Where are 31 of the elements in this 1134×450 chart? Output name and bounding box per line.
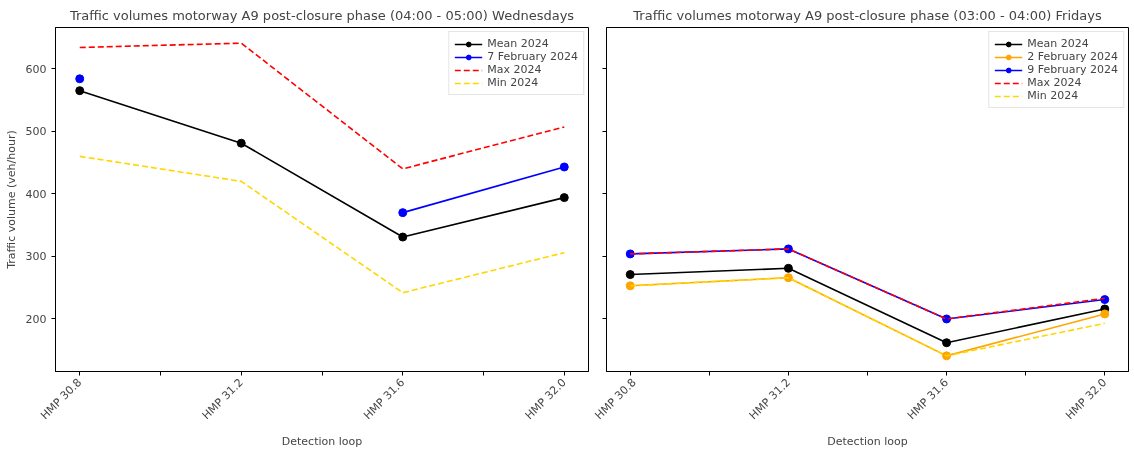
point [559, 162, 569, 172]
point [75, 74, 85, 84]
y-tick-label: 400 [25, 187, 47, 201]
point [783, 263, 793, 273]
x-axis-title: Detection loop [827, 434, 908, 448]
point [1100, 309, 1110, 319]
point [398, 208, 408, 218]
legend-label: 7 February 2024 [487, 50, 578, 63]
legend-label: Mean 2024 [1027, 37, 1089, 50]
legend-label: Mean 2024 [487, 37, 549, 50]
y-tick-label: 200 [25, 312, 47, 326]
y-axis-title: Traffic volume (veh/hour) [4, 130, 18, 270]
point [398, 232, 408, 242]
line-series [78, 155, 566, 294]
y-tick-label: 300 [25, 250, 47, 264]
chart-title: Traffic volumes motorway A9 post-closure phase (03:00 - 04:00) Fridays [632, 7, 1102, 23]
legend-label: Max 2024 [487, 63, 542, 76]
y-tick-label: 600 [25, 62, 47, 76]
point [75, 86, 85, 96]
legend-label: 9 February 2024 [1027, 63, 1118, 76]
legend-label: 2 February 2024 [1027, 50, 1118, 63]
point [236, 138, 246, 148]
legend-label: Max 2024 [1027, 76, 1082, 89]
chart-title: Traffic volumes motorway A9 post-closure phase (04:00 - 05:00) Wednesdays [68, 7, 575, 23]
legend-label: Min 2024 [1027, 89, 1079, 102]
point [559, 193, 569, 203]
point [625, 270, 635, 280]
y-tick-label: 500 [25, 125, 47, 139]
legend-label: Min 2024 [487, 76, 539, 89]
x-axis-title: Detection loop [281, 434, 363, 448]
point [942, 338, 952, 348]
